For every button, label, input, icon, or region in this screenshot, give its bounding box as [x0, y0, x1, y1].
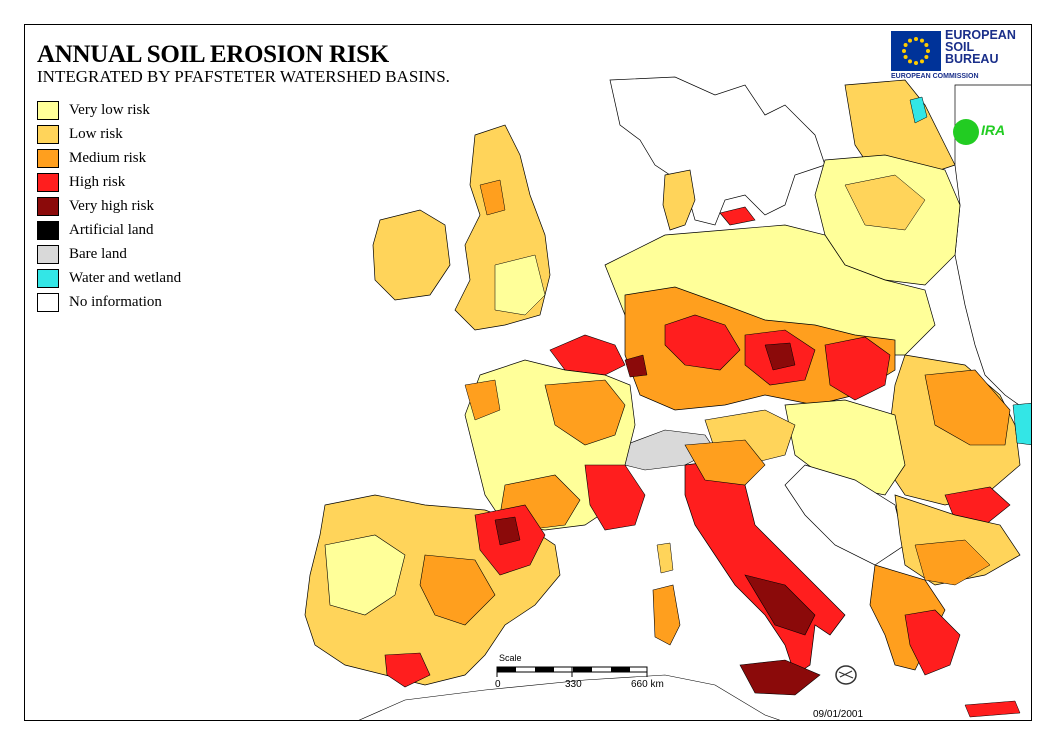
region-ebro-vhigh	[494, 516, 521, 546]
region-france-west-medium	[464, 379, 501, 421]
map-frame: ANNUAL SOIL EROSION RISK INTEGRATED BY P…	[24, 24, 1032, 721]
legend-item-very-low: Very low risk	[37, 99, 237, 123]
region-central-vhigh	[764, 342, 796, 371]
scale-bar-graphic	[496, 666, 648, 677]
region-east-noinfo	[954, 84, 1031, 415]
region-andalusia-high	[384, 652, 431, 688]
region-pannonia	[784, 399, 906, 496]
legend-label: High risk	[69, 174, 126, 190]
region-black-sea-water	[1012, 402, 1031, 446]
legend: Very low risk Low risk Medium risk High …	[37, 99, 237, 315]
eu-logo-line2: SOIL	[945, 40, 975, 54]
eu-logo-text: EUROPEAN SOIL BUREAU	[945, 28, 1016, 66]
region-britain-medium	[479, 179, 506, 216]
legend-item-high: High risk	[37, 171, 237, 195]
region-britain-verylow	[494, 254, 546, 316]
legend-label: Low risk	[69, 126, 123, 142]
region-sicily	[739, 659, 821, 696]
region-water-north	[909, 96, 928, 124]
region-benelux-vhigh	[624, 354, 648, 378]
map-title: ANNUAL SOIL EROSION RISK	[37, 41, 389, 68]
region-east-medium	[924, 369, 1011, 446]
region-iberia-verylow	[324, 534, 406, 616]
region-ireland	[372, 209, 451, 301]
globe-icon	[953, 119, 979, 145]
legend-label: Very high risk	[69, 198, 154, 214]
scale-tick-2: 660 km	[631, 679, 664, 690]
legend-label: Medium risk	[69, 150, 147, 166]
region-sardinia	[652, 584, 681, 646]
region-crete	[964, 700, 1021, 718]
legend-item-water: Water and wetland	[37, 267, 237, 291]
scale-tick-0: 0	[495, 679, 501, 690]
region-corsica	[656, 542, 674, 574]
eu-logo-line3: BUREAU	[945, 52, 999, 66]
legend-swatch	[37, 293, 59, 312]
legend-swatch	[37, 149, 59, 168]
legend-item-no-info: No information	[37, 291, 237, 315]
region-north-africa	[358, 674, 781, 720]
region-sweden-south-red	[719, 206, 756, 226]
legend-swatch	[37, 173, 59, 192]
region-italy-vhigh	[744, 574, 816, 636]
region-france-medium	[544, 379, 626, 446]
eu-logo-line1: EUROPEAN	[945, 28, 1016, 42]
region-denmark	[662, 169, 696, 231]
legend-swatch	[37, 125, 59, 144]
ira-logo: IRA	[951, 117, 1023, 151]
map-date: 09/01/2001	[813, 709, 864, 720]
region-rhone-high	[584, 464, 646, 531]
legend-swatch	[37, 245, 59, 264]
region-central-high-3	[824, 336, 891, 401]
scale-tick-1: 330	[565, 679, 582, 690]
european-soil-bureau-logo: EUROPEAN SOIL BUREAU EUROPEAN COMMISSION	[891, 29, 1025, 81]
region-iberia-medium	[419, 554, 496, 626]
legend-swatch	[37, 101, 59, 120]
north-compass-icon	[835, 665, 857, 685]
europe-erosion-map	[304, 76, 1031, 720]
legend-swatch	[37, 221, 59, 240]
legend-item-artificial: Artificial land	[37, 219, 237, 243]
legend-item-bare: Bare land	[37, 243, 237, 267]
region-central-high-1	[664, 314, 741, 371]
region-italy-north-medium	[684, 439, 766, 486]
region-bulgaria-medium	[914, 539, 991, 586]
legend-label: Water and wetland	[69, 270, 182, 286]
legend-item-very-high: Very high risk	[37, 195, 237, 219]
map-subtitle: INTEGRATED BY PFAFSTETER WATERSHED BASIN…	[37, 67, 450, 86]
region-baltics-low	[844, 174, 926, 231]
eu-logo-subtitle: EUROPEAN COMMISSION	[891, 73, 979, 80]
region-scandinavia	[609, 76, 826, 226]
region-greece-high	[904, 609, 961, 676]
legend-label: Bare land	[69, 246, 127, 262]
legend-label: No information	[69, 294, 162, 310]
eu-flag-icon	[891, 31, 941, 71]
legend-label: Artificial land	[69, 222, 154, 238]
scale-bar: Scale 0 330 660 km	[493, 653, 664, 693]
legend-swatch	[37, 197, 59, 216]
legend-item-low: Low risk	[37, 123, 237, 147]
legend-item-medium: Medium risk	[37, 147, 237, 171]
legend-swatch	[37, 269, 59, 288]
ira-logo-text: IRA	[981, 122, 1006, 138]
scale-label: Scale	[499, 653, 522, 663]
legend-label: Very low risk	[69, 102, 150, 118]
